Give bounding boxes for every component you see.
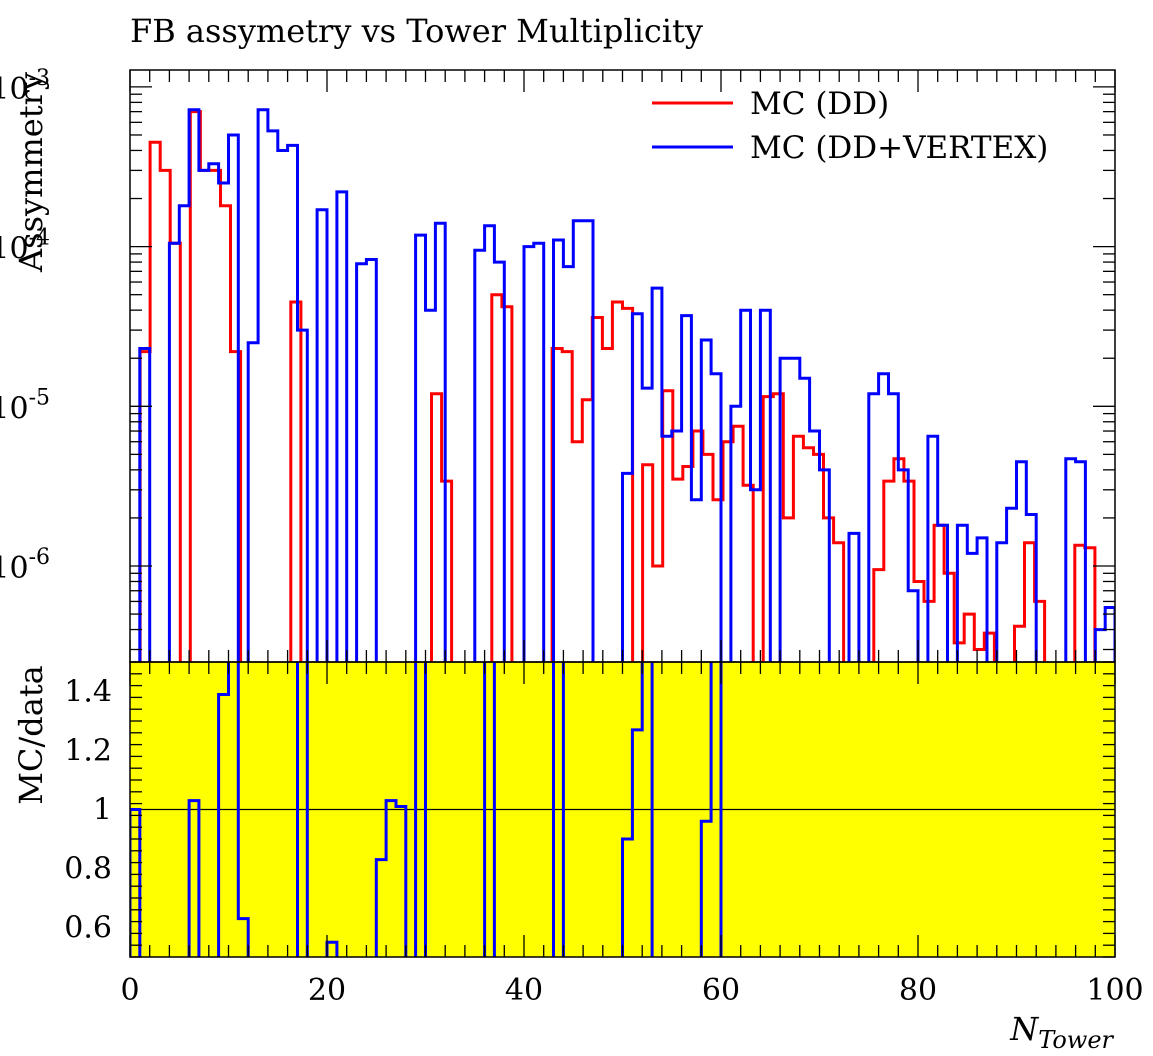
x-tick-label: 100 (1086, 973, 1143, 1008)
legend-label: MC (DD) (750, 86, 889, 122)
series-line-mc-dd-vertex (138, 108, 1115, 662)
ratio-y-tick-label: 0.8 (64, 852, 112, 887)
ratio-y-axis-label: MC/data (12, 665, 50, 805)
chart-title: FB assymetry vs Tower Multiplicity (130, 12, 703, 50)
y-tick-label: 10-5 (0, 385, 50, 426)
x-tick-label: 20 (308, 973, 346, 1008)
y-tick-label: 10-6 (0, 545, 50, 586)
x-tick-label: 60 (702, 973, 740, 1008)
top-series-group (138, 108, 1115, 662)
y-axis-label: Assymmetry (12, 72, 50, 273)
ratio-y-tick-label: 0.6 (64, 911, 112, 946)
x-axis-label: NTower (1009, 1010, 1114, 1054)
ratio-y-tick-label: 1 (93, 793, 112, 828)
legend: MC (DD) MC (DD+VERTEX) (652, 86, 1048, 166)
ratio-y-tick-label: 1.2 (64, 734, 112, 769)
ratio-series-group (130, 662, 1115, 957)
top-panel (138, 108, 1115, 662)
x-tick-label: 40 (505, 973, 543, 1008)
legend-label: MC (DD+VERTEX) (750, 130, 1048, 166)
y-tick-label: 10-4 (0, 226, 50, 267)
y-tick-label: 10-3 (0, 66, 50, 107)
x-tick-label: 80 (899, 973, 937, 1008)
ratio-y-tick-label: 1.4 (64, 675, 112, 710)
x-tick-label: 0 (120, 973, 139, 1008)
axes: 10-6 10-5 10-4 10-3 0 20 40 60 80 100 0.6 0.8 1 1.2 1.… (0, 66, 1144, 1054)
ratio-panel (130, 662, 1115, 957)
